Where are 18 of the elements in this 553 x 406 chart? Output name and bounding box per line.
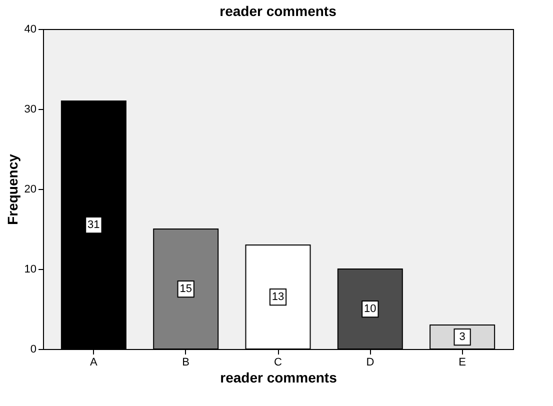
x-tick-label: E: [458, 356, 466, 368]
data-label: 13: [272, 291, 284, 303]
y-tick-label: 0: [30, 344, 36, 356]
x-tick-label: A: [90, 356, 98, 368]
x-axis-title: reader comments: [220, 370, 338, 386]
data-label: 3: [459, 331, 466, 343]
data-label: 10: [364, 303, 376, 315]
x-tick-label: D: [366, 356, 374, 368]
data-label: 15: [180, 283, 192, 295]
chart-title: reader comments: [220, 3, 337, 19]
y-tick-label: 40: [24, 24, 36, 36]
y-tick-label: 10: [24, 264, 36, 276]
y-axis-title: Frequency: [4, 154, 20, 225]
x-tick-label: C: [274, 356, 282, 368]
x-tick-label: B: [182, 356, 190, 368]
data-label: 31: [88, 219, 100, 231]
y-tick-label: 30: [24, 104, 36, 116]
y-tick-label: 20: [24, 184, 36, 196]
